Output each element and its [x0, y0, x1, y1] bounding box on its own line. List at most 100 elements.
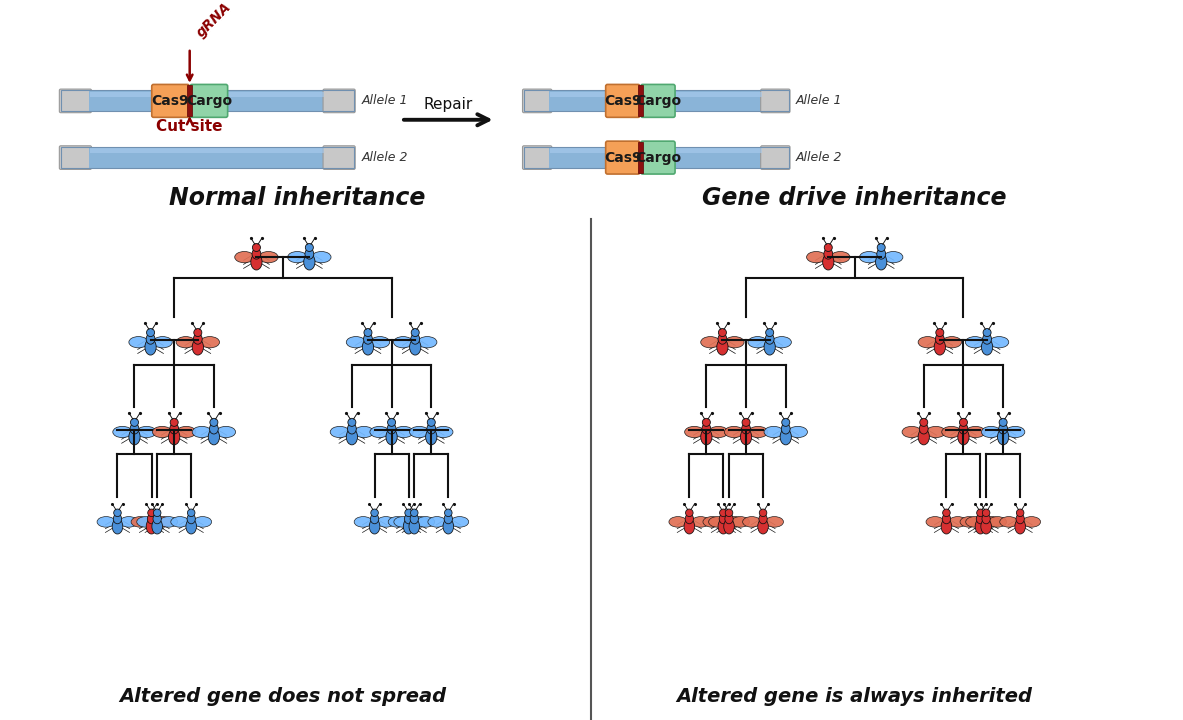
Ellipse shape	[147, 519, 157, 534]
Circle shape	[983, 328, 991, 336]
Bar	[89, 147, 325, 168]
Ellipse shape	[692, 516, 710, 527]
Ellipse shape	[981, 519, 991, 534]
Circle shape	[959, 418, 968, 426]
Ellipse shape	[427, 423, 435, 434]
Ellipse shape	[251, 254, 263, 270]
Circle shape	[919, 418, 927, 426]
Ellipse shape	[685, 426, 704, 438]
Ellipse shape	[748, 336, 768, 348]
Bar	[187, 86, 192, 116]
FancyBboxPatch shape	[323, 145, 355, 169]
Ellipse shape	[362, 339, 374, 355]
FancyBboxPatch shape	[523, 145, 551, 169]
Ellipse shape	[137, 516, 155, 527]
Circle shape	[1000, 418, 1007, 426]
Ellipse shape	[965, 336, 984, 348]
Bar	[90, 148, 324, 153]
Ellipse shape	[919, 423, 929, 434]
Circle shape	[194, 328, 202, 336]
Ellipse shape	[759, 514, 768, 523]
Ellipse shape	[942, 336, 962, 348]
FancyBboxPatch shape	[641, 84, 675, 117]
Text: Altered gene does not spread: Altered gene does not spread	[119, 687, 446, 706]
FancyBboxPatch shape	[59, 89, 91, 113]
Ellipse shape	[208, 429, 220, 445]
Ellipse shape	[918, 336, 937, 348]
Ellipse shape	[347, 336, 366, 348]
Ellipse shape	[988, 516, 1007, 527]
Ellipse shape	[137, 426, 156, 438]
Circle shape	[977, 509, 984, 516]
Ellipse shape	[148, 514, 156, 523]
Text: Allele 2: Allele 2	[796, 151, 842, 164]
Ellipse shape	[959, 423, 968, 434]
Ellipse shape	[1000, 516, 1017, 527]
Text: Gene drive inheritance: Gene drive inheritance	[703, 186, 1007, 210]
Circle shape	[148, 509, 155, 516]
Ellipse shape	[200, 336, 220, 348]
Ellipse shape	[112, 519, 123, 534]
Circle shape	[703, 418, 710, 426]
Ellipse shape	[287, 251, 306, 263]
Ellipse shape	[860, 251, 879, 263]
Bar	[550, 148, 762, 153]
Circle shape	[170, 418, 179, 426]
Ellipse shape	[781, 423, 790, 434]
Ellipse shape	[370, 426, 389, 438]
Ellipse shape	[409, 339, 421, 355]
Ellipse shape	[170, 423, 179, 434]
Ellipse shape	[252, 248, 260, 259]
Ellipse shape	[377, 516, 395, 527]
Ellipse shape	[765, 334, 774, 344]
Text: Cargo: Cargo	[635, 150, 681, 165]
Text: Allele 1: Allele 1	[796, 94, 842, 107]
FancyBboxPatch shape	[606, 84, 640, 117]
Ellipse shape	[884, 251, 903, 263]
Ellipse shape	[370, 514, 379, 523]
Ellipse shape	[684, 519, 694, 534]
Ellipse shape	[765, 516, 783, 527]
Ellipse shape	[428, 516, 446, 527]
Circle shape	[943, 509, 950, 516]
Ellipse shape	[405, 514, 413, 523]
Text: Normal inheritance: Normal inheritance	[169, 186, 425, 210]
Ellipse shape	[234, 251, 254, 263]
Ellipse shape	[822, 254, 834, 270]
Ellipse shape	[998, 423, 1008, 434]
Text: Allele 1: Allele 1	[361, 94, 408, 107]
Ellipse shape	[386, 429, 397, 445]
Text: Cargo: Cargo	[186, 94, 232, 108]
Ellipse shape	[725, 514, 733, 523]
Ellipse shape	[444, 514, 452, 523]
Ellipse shape	[354, 426, 374, 438]
Ellipse shape	[918, 429, 930, 445]
Ellipse shape	[442, 519, 453, 534]
Ellipse shape	[724, 519, 735, 534]
Ellipse shape	[146, 339, 156, 355]
Ellipse shape	[411, 334, 420, 344]
Circle shape	[411, 509, 418, 516]
Ellipse shape	[193, 334, 202, 344]
Ellipse shape	[764, 339, 775, 355]
Ellipse shape	[388, 516, 406, 527]
Circle shape	[209, 418, 218, 426]
Ellipse shape	[192, 339, 203, 355]
Ellipse shape	[192, 426, 212, 438]
Ellipse shape	[764, 426, 783, 438]
Ellipse shape	[725, 336, 744, 348]
Bar	[60, 91, 354, 112]
Ellipse shape	[119, 516, 138, 527]
Ellipse shape	[700, 429, 712, 445]
Ellipse shape	[719, 514, 728, 523]
Circle shape	[427, 418, 435, 426]
Ellipse shape	[1022, 516, 1041, 527]
Circle shape	[982, 509, 990, 516]
Ellipse shape	[451, 516, 468, 527]
Bar	[550, 91, 762, 96]
Ellipse shape	[788, 426, 808, 438]
Circle shape	[187, 509, 195, 516]
Ellipse shape	[176, 336, 195, 348]
Ellipse shape	[411, 516, 429, 527]
Ellipse shape	[153, 514, 161, 523]
